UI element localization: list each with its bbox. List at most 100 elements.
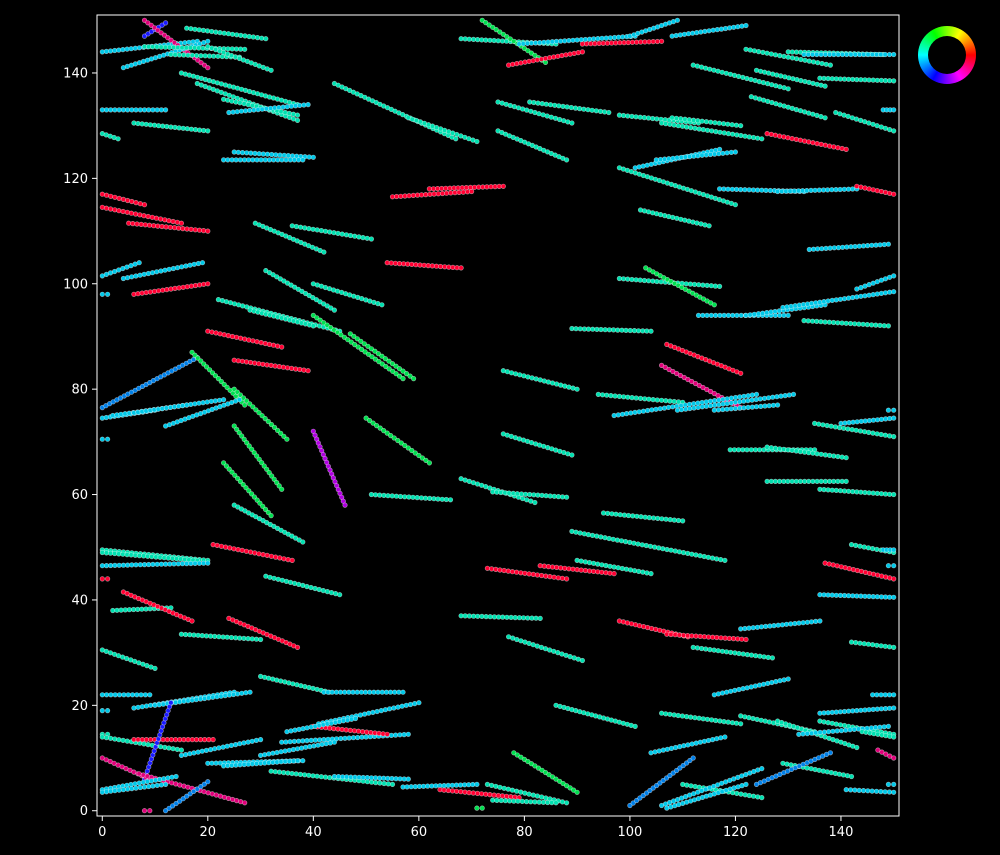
series-38 [131,402,190,416]
series-30-point [254,339,260,345]
series-32 [310,312,406,382]
series-149-point [363,734,369,740]
series-72-point [777,52,783,59]
series-128-point [680,632,687,638]
series-19-point [155,223,161,229]
series-23-point [174,265,181,271]
series-149-point [342,735,348,741]
series-140-point [152,702,158,708]
series-72-point [810,59,817,65]
series-32-point [359,346,365,353]
series-18-point [153,215,159,221]
series-11-point [226,109,232,116]
series-72-point [755,48,762,55]
series-171-point [722,734,728,740]
series-58-point [576,105,583,112]
series-128-point [714,634,720,641]
series-18-point [107,206,114,212]
series-163-point [441,787,447,793]
series-132-point [891,576,897,582]
series-155-point [161,776,167,782]
series-40 [231,386,290,442]
series-75-point [891,78,897,84]
series-98-point [749,404,755,410]
series-41-point [266,470,272,476]
series-5-point [217,29,223,36]
series-16 [221,157,306,163]
series-21-point [322,228,329,234]
series-53-point [579,49,586,55]
series-16-point [300,157,306,163]
series-156-point [133,785,139,791]
series-110-point [635,541,641,547]
series-104-point [772,445,779,451]
series-100-point [832,424,839,430]
series-100-point [841,425,847,431]
series-6-point [211,53,217,59]
series-77-point [853,116,860,122]
series-11-point [259,106,265,112]
series-32-point [324,322,330,328]
series-40-point [231,386,237,392]
series-56-point [702,28,708,35]
series-78-point [891,107,897,113]
series-183-point [847,727,853,733]
series-23 [120,260,206,282]
series-95 [595,391,686,405]
series-47-point [397,493,404,500]
series-130-point [715,648,721,654]
series-57-point [548,114,554,120]
series-15-point [273,152,279,158]
series-32-point [310,312,316,319]
series-60-point [444,190,450,196]
series-45 [363,415,433,466]
series-62-point [437,263,444,270]
series-74-point [805,51,811,58]
series-100-point [882,432,889,438]
series-107-point [532,499,538,506]
series-86-point [734,312,740,319]
x-tick-label: 120 [723,825,748,840]
series-128-point [739,636,745,642]
series-19-point [205,228,211,234]
series-104-point [789,447,795,454]
series-65 [658,120,765,142]
series-183-point [834,728,840,734]
series-18-point [133,211,139,217]
series-87-point [759,310,766,316]
series-65-point [721,130,727,136]
series-137-point [142,692,148,698]
series-23-point [187,262,193,268]
series-176-point [840,772,847,778]
x-tick-label: 40 [305,825,322,840]
series-17-point [141,202,148,208]
series-79-point [776,133,783,139]
series-95-point [599,392,606,398]
series-144-point [120,737,126,744]
series-33-point [407,373,413,379]
series-5 [184,25,269,42]
series-176-point [816,767,822,773]
series-187-point [882,789,888,795]
series-57-point [569,120,575,126]
series-140-point [193,696,199,703]
series-100-point [853,427,859,433]
series-110-point [651,544,658,550]
series-53-point [571,50,577,57]
series-134 [880,547,897,553]
series-17 [99,191,148,208]
series-172-point [713,717,719,724]
series-116-point [171,561,177,567]
series-33-point [411,376,417,382]
series-2-point [168,37,174,43]
series-45-point [402,442,408,449]
series-173-point [777,678,783,684]
series-4-point [242,46,248,52]
series-11-point [247,107,253,113]
series-133-point [861,544,867,550]
series-74-point [873,51,880,58]
y-tick-label: 0 [80,804,88,819]
series-83-point [885,241,892,247]
series-110-point [672,548,678,554]
series-58-point [543,101,549,107]
